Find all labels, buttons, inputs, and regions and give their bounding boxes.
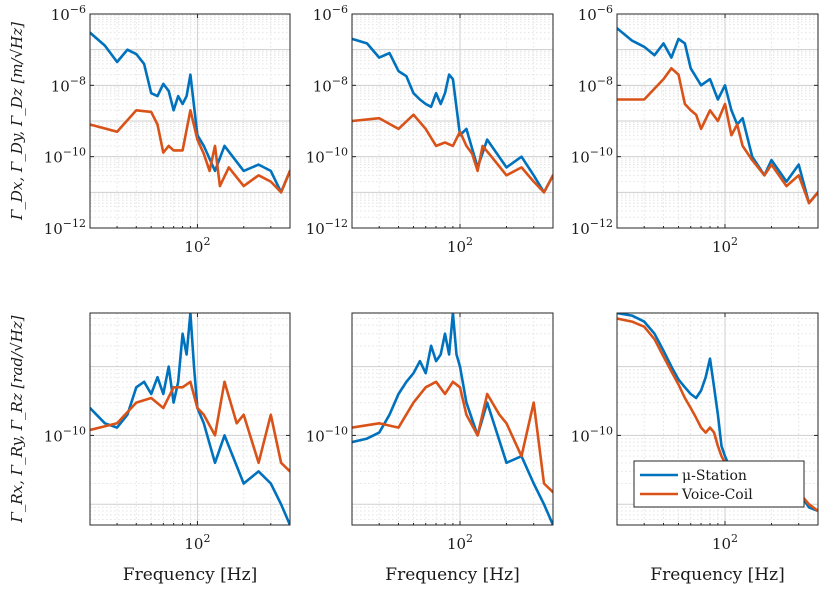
y-tick-label: 10−6 bbox=[578, 3, 613, 24]
y-tick-label: 10−10 bbox=[44, 424, 86, 445]
legend-label-voice-coil: Voice-Coil bbox=[681, 487, 753, 503]
series-group bbox=[352, 37, 553, 194]
legend: μ-Station Voice-Coil bbox=[633, 460, 805, 508]
x-tick-label: 102 bbox=[447, 532, 473, 553]
y-tick-label: 10−10 bbox=[306, 424, 348, 445]
series-line-voice-coil bbox=[352, 380, 553, 494]
grid bbox=[90, 313, 290, 525]
series-group bbox=[352, 313, 553, 525]
y-tick-label: 10−8 bbox=[51, 74, 86, 95]
series-line-voice-coil bbox=[90, 109, 290, 194]
series-line-voice-coil bbox=[617, 67, 818, 205]
subplot-2-1: 102 10−10 Frequency [Hz] Γ_Rx, Γ_Ry, Γ_Rz [… bbox=[8, 312, 291, 585]
y-tick-label: 10−12 bbox=[44, 217, 86, 238]
grid bbox=[352, 14, 553, 228]
subplot-1-2: 102 10−12 10−10 10−8 10−6 bbox=[306, 3, 554, 256]
x-tick-label: 102 bbox=[447, 235, 473, 256]
y-tick-label: 10−12 bbox=[306, 217, 348, 238]
x-tick-label: 102 bbox=[184, 532, 210, 553]
series-line-mu-station bbox=[617, 26, 818, 205]
subplot-2-3: 102 10−10 Frequency [Hz] μ-Station Voice-Coi… bbox=[571, 312, 819, 585]
y-tick-label: 10−6 bbox=[51, 3, 86, 24]
subplot-1-3: 102 10−12 10−10 10−8 10−6 bbox=[571, 3, 819, 256]
y-tick-label: 10−10 bbox=[571, 424, 613, 445]
subplot-2-2: 102 10−10 Frequency [Hz] bbox=[306, 312, 554, 585]
x-axis-label: Frequency [Hz] bbox=[650, 565, 784, 585]
series-line-mu-station bbox=[90, 31, 290, 194]
x-tick-label: 102 bbox=[184, 235, 210, 256]
x-tick-label: 102 bbox=[712, 235, 738, 256]
subplot-1-1: 102 10−12 10−10 10−8 10−6 Γ_Dx, Γ_Dy, Γ_Dz [m… bbox=[8, 3, 291, 256]
series-line-mu-station bbox=[352, 37, 553, 194]
series-line-mu-station bbox=[352, 313, 553, 525]
grid bbox=[617, 14, 818, 228]
y-tick-label: 10−10 bbox=[306, 146, 348, 167]
y-tick-label: 10−6 bbox=[313, 3, 348, 24]
grid bbox=[90, 14, 290, 228]
series-line-mu-station bbox=[90, 313, 290, 525]
x-axis-label: Frequency [Hz] bbox=[385, 565, 519, 585]
y-axis-label: Γ_Dx, Γ_Dy, Γ_Dz [m/√Hz] bbox=[8, 22, 26, 221]
series-line-voice-coil bbox=[352, 113, 553, 194]
grid bbox=[352, 313, 553, 525]
y-axis-label: Γ_Rx, Γ_Ry, Γ_Rz [rad/√Hz] bbox=[8, 315, 26, 523]
y-tick-label: 10−12 bbox=[571, 217, 613, 238]
series-group bbox=[617, 26, 818, 205]
series-group bbox=[90, 313, 290, 525]
legend-box bbox=[633, 460, 805, 508]
y-tick-label: 10−8 bbox=[313, 74, 348, 95]
y-tick-label: 10−8 bbox=[578, 74, 613, 95]
x-axis-label: Frequency [Hz] bbox=[123, 565, 257, 585]
series-group bbox=[90, 31, 290, 194]
y-tick-label: 10−10 bbox=[44, 146, 86, 167]
x-tick-label: 102 bbox=[712, 532, 738, 553]
series-line-voice-coil bbox=[90, 380, 290, 473]
y-tick-label: 10−10 bbox=[571, 146, 613, 167]
legend-label-mu-station: μ-Station bbox=[682, 468, 747, 484]
